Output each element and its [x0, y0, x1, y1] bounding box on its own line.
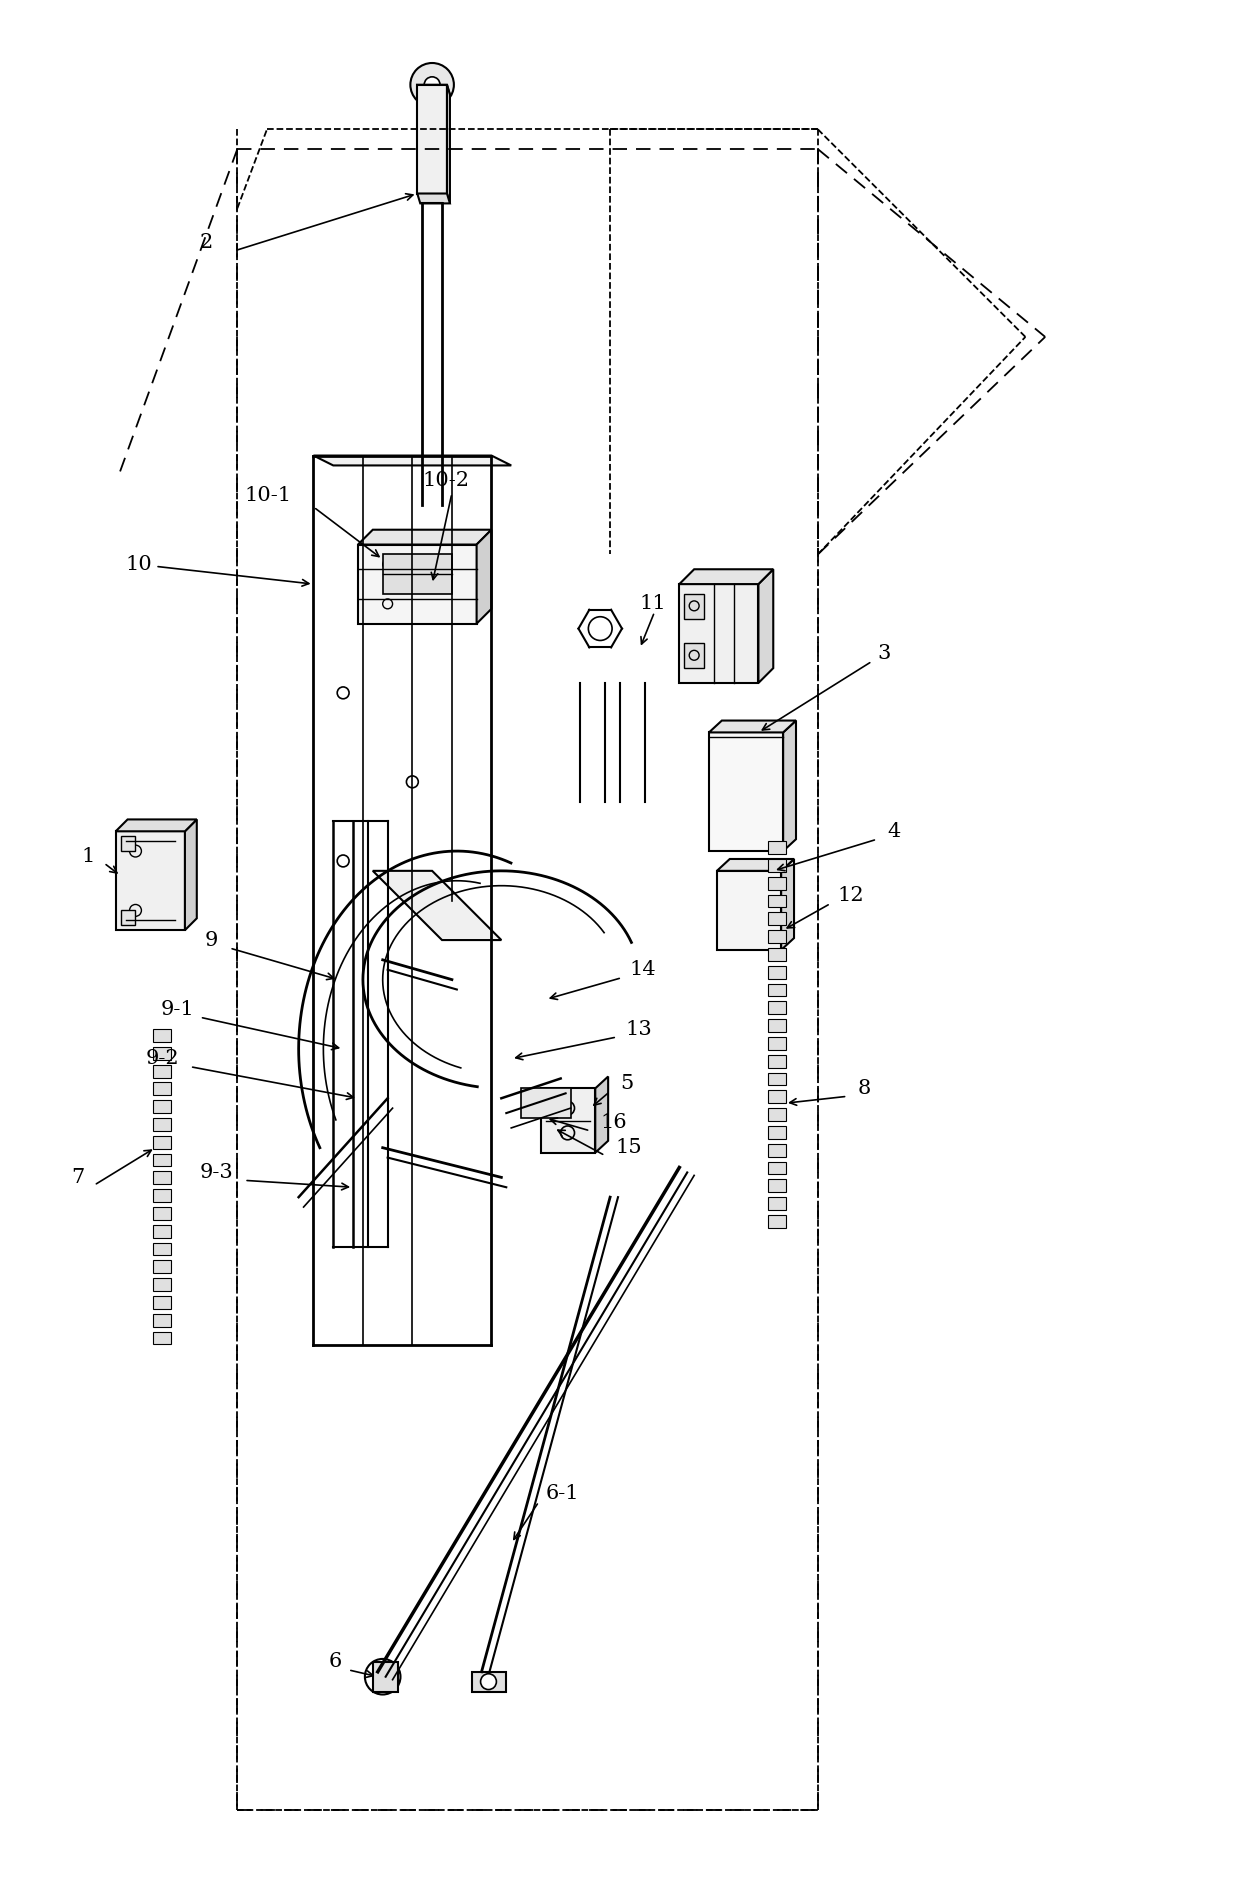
- Text: 10-1: 10-1: [244, 486, 291, 505]
- Text: 15: 15: [615, 1138, 641, 1157]
- Polygon shape: [154, 1082, 171, 1095]
- Polygon shape: [769, 983, 786, 997]
- Text: 9: 9: [205, 930, 218, 949]
- Polygon shape: [769, 1161, 786, 1174]
- Text: 11: 11: [640, 594, 667, 613]
- Polygon shape: [769, 1091, 786, 1102]
- Circle shape: [374, 1668, 391, 1685]
- Polygon shape: [769, 911, 786, 925]
- Polygon shape: [680, 569, 774, 584]
- Text: 10-2: 10-2: [423, 471, 469, 490]
- Polygon shape: [684, 594, 704, 618]
- Polygon shape: [471, 1672, 506, 1692]
- Polygon shape: [154, 1154, 171, 1167]
- Text: 6-1: 6-1: [546, 1484, 579, 1503]
- Polygon shape: [769, 1072, 786, 1085]
- Polygon shape: [769, 1055, 786, 1068]
- Polygon shape: [154, 1295, 171, 1309]
- Text: 4: 4: [887, 823, 900, 841]
- Polygon shape: [521, 1089, 570, 1118]
- Polygon shape: [358, 545, 476, 624]
- Polygon shape: [314, 456, 511, 465]
- Polygon shape: [684, 643, 704, 668]
- Polygon shape: [446, 85, 450, 204]
- Polygon shape: [373, 1662, 398, 1692]
- Polygon shape: [784, 720, 796, 851]
- Text: 2: 2: [200, 233, 213, 253]
- Polygon shape: [154, 1261, 171, 1273]
- Polygon shape: [769, 1002, 786, 1014]
- Polygon shape: [373, 872, 501, 940]
- Polygon shape: [154, 1171, 171, 1184]
- Polygon shape: [115, 819, 197, 832]
- Polygon shape: [154, 1136, 171, 1148]
- Polygon shape: [154, 1225, 171, 1239]
- Circle shape: [365, 1658, 401, 1694]
- Text: 12: 12: [837, 887, 864, 906]
- Polygon shape: [185, 819, 197, 930]
- Polygon shape: [769, 1036, 786, 1050]
- Polygon shape: [154, 1189, 171, 1203]
- Polygon shape: [154, 1101, 171, 1114]
- Circle shape: [481, 1674, 496, 1689]
- Polygon shape: [154, 1331, 171, 1345]
- Polygon shape: [595, 1076, 608, 1154]
- Text: 9-2: 9-2: [145, 1050, 179, 1068]
- Text: 1: 1: [81, 847, 94, 866]
- Polygon shape: [769, 1108, 786, 1121]
- Polygon shape: [769, 894, 786, 908]
- Polygon shape: [358, 529, 491, 545]
- Text: 8: 8: [857, 1080, 870, 1099]
- Circle shape: [424, 78, 440, 93]
- Text: 9-3: 9-3: [200, 1163, 233, 1182]
- Polygon shape: [769, 1214, 786, 1227]
- Polygon shape: [717, 859, 794, 872]
- Polygon shape: [418, 85, 446, 193]
- Text: 6: 6: [329, 1653, 341, 1672]
- Polygon shape: [115, 832, 185, 930]
- Polygon shape: [154, 1206, 171, 1220]
- Text: 9-1: 9-1: [160, 1000, 193, 1019]
- Polygon shape: [769, 947, 786, 961]
- Polygon shape: [759, 569, 774, 683]
- Polygon shape: [769, 1180, 786, 1191]
- Polygon shape: [154, 1278, 171, 1292]
- Polygon shape: [154, 1314, 171, 1327]
- Polygon shape: [154, 1242, 171, 1256]
- Polygon shape: [769, 1019, 786, 1032]
- Polygon shape: [769, 930, 786, 944]
- Polygon shape: [769, 1197, 786, 1210]
- Polygon shape: [418, 193, 450, 204]
- Text: 13: 13: [625, 1019, 652, 1038]
- Text: 7: 7: [71, 1169, 84, 1188]
- Text: 3: 3: [877, 643, 890, 664]
- Polygon shape: [154, 1118, 171, 1131]
- Polygon shape: [154, 1065, 171, 1078]
- Polygon shape: [769, 966, 786, 980]
- Polygon shape: [154, 1029, 171, 1042]
- Polygon shape: [717, 872, 781, 949]
- Polygon shape: [541, 1089, 595, 1154]
- Polygon shape: [418, 85, 450, 95]
- Circle shape: [588, 616, 613, 641]
- Polygon shape: [680, 584, 759, 683]
- Polygon shape: [769, 877, 786, 889]
- Polygon shape: [120, 836, 135, 851]
- Polygon shape: [769, 841, 786, 855]
- Polygon shape: [476, 529, 491, 624]
- Circle shape: [410, 62, 454, 106]
- Text: 14: 14: [630, 961, 656, 980]
- Polygon shape: [709, 720, 796, 732]
- Polygon shape: [769, 1125, 786, 1138]
- Polygon shape: [120, 910, 135, 925]
- Text: 5: 5: [620, 1074, 634, 1093]
- Text: 16: 16: [600, 1114, 627, 1133]
- Polygon shape: [781, 859, 794, 949]
- Polygon shape: [769, 859, 786, 872]
- Polygon shape: [154, 1048, 171, 1059]
- Polygon shape: [769, 1144, 786, 1157]
- Text: 10: 10: [125, 554, 153, 573]
- Polygon shape: [383, 554, 451, 594]
- Polygon shape: [709, 732, 784, 851]
